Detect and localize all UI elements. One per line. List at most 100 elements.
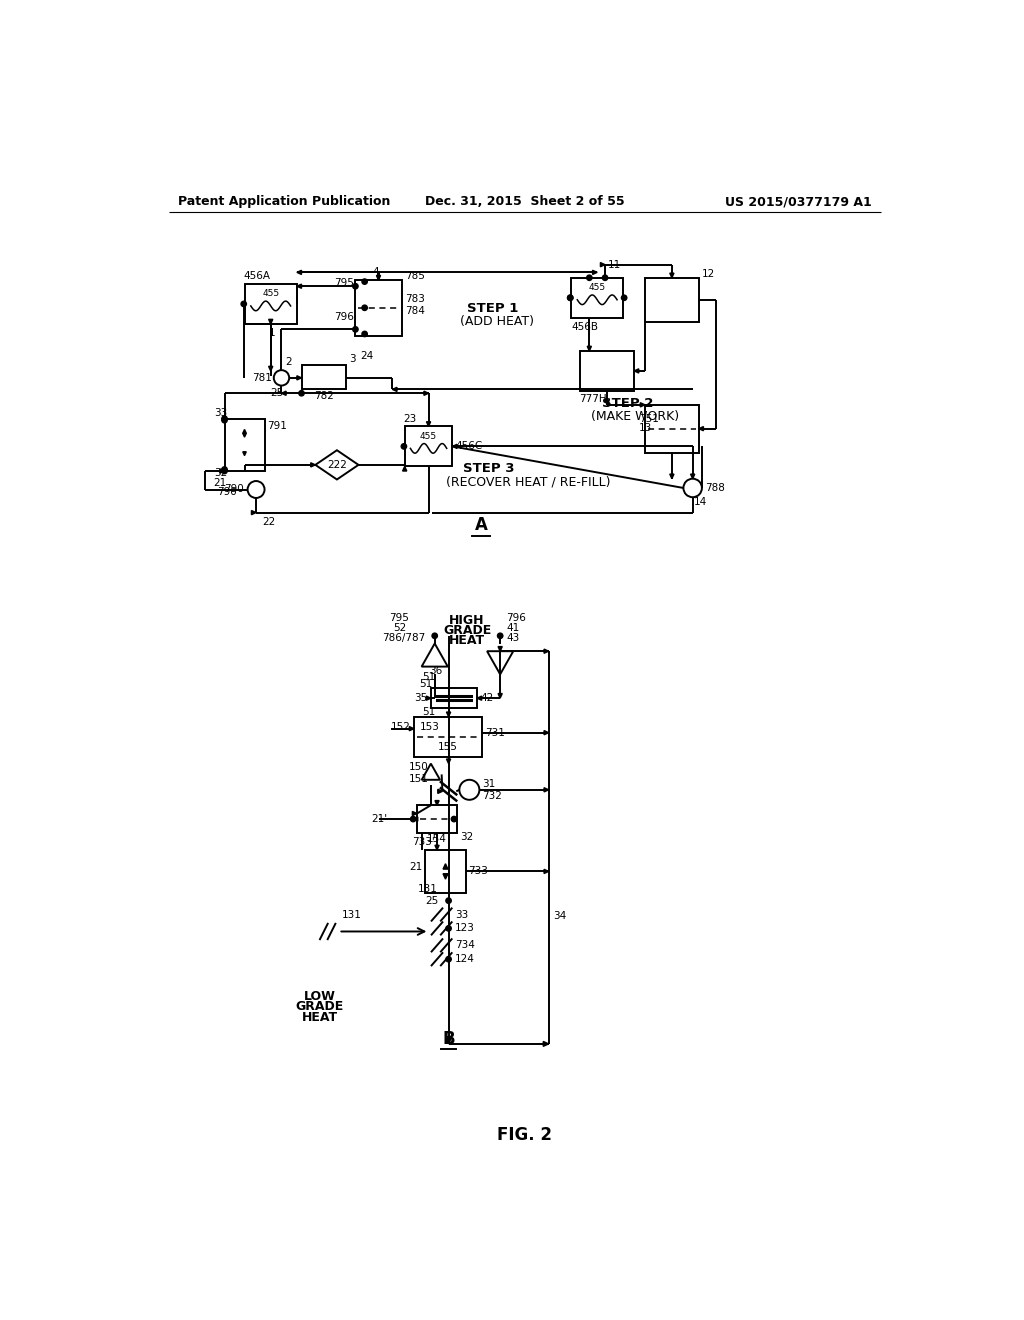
Polygon shape <box>544 649 549 653</box>
Bar <box>224 418 264 471</box>
Text: 33: 33 <box>455 909 468 920</box>
Circle shape <box>452 816 457 822</box>
Bar <box>431 688 477 708</box>
Text: 154: 154 <box>427 834 446 843</box>
Text: LOW: LOW <box>304 990 336 1003</box>
Text: HEAT: HEAT <box>449 634 485 647</box>
Circle shape <box>587 275 592 280</box>
Text: 782: 782 <box>314 391 334 400</box>
Polygon shape <box>544 1041 549 1047</box>
Text: 150: 150 <box>410 762 429 772</box>
Text: 123: 123 <box>455 924 474 933</box>
Text: GRADE: GRADE <box>443 624 492 638</box>
Polygon shape <box>377 276 381 280</box>
Text: HEAT: HEAT <box>302 1011 338 1024</box>
Text: 21': 21' <box>371 814 387 824</box>
Polygon shape <box>587 346 592 351</box>
Text: 155: 155 <box>438 742 458 752</box>
Text: 733': 733' <box>412 837 434 847</box>
Polygon shape <box>243 429 246 433</box>
Text: 456B: 456B <box>571 322 598 333</box>
Polygon shape <box>690 474 694 479</box>
Polygon shape <box>498 647 502 651</box>
Polygon shape <box>446 759 451 763</box>
Bar <box>355 280 401 335</box>
Circle shape <box>498 634 503 639</box>
Text: HIGH: HIGH <box>450 614 484 627</box>
Text: B: B <box>442 1030 455 1048</box>
Text: 3: 3 <box>349 354 356 363</box>
Polygon shape <box>297 376 301 380</box>
Polygon shape <box>544 788 549 792</box>
Text: 11: 11 <box>608 260 622 269</box>
Polygon shape <box>640 403 645 407</box>
Polygon shape <box>413 812 417 816</box>
Polygon shape <box>487 651 513 675</box>
Text: 781: 781 <box>252 372 272 383</box>
Text: 25: 25 <box>270 388 284 399</box>
Text: 21: 21 <box>410 862 422 871</box>
Bar <box>301 364 346 389</box>
Text: 35: 35 <box>415 693 428 704</box>
Polygon shape <box>438 789 442 793</box>
Text: 751: 751 <box>639 413 658 424</box>
Text: 795: 795 <box>334 279 353 288</box>
Polygon shape <box>634 368 639 374</box>
Text: 41: 41 <box>506 623 519 634</box>
Text: 777H: 777H <box>579 393 606 404</box>
Circle shape <box>222 416 227 421</box>
Text: 51: 51 <box>419 680 432 689</box>
Bar <box>645 405 698 453</box>
Circle shape <box>352 326 358 333</box>
Text: 786/787: 786/787 <box>382 634 426 643</box>
Polygon shape <box>243 451 246 455</box>
Polygon shape <box>426 696 431 701</box>
Text: 783: 783 <box>404 293 425 304</box>
Circle shape <box>445 898 452 903</box>
Text: 790: 790 <box>223 484 244 495</box>
Circle shape <box>567 296 572 301</box>
Text: 796: 796 <box>334 312 353 322</box>
Text: 43: 43 <box>506 634 519 643</box>
Polygon shape <box>453 445 457 449</box>
Text: 1: 1 <box>268 329 275 338</box>
Text: 4: 4 <box>372 268 379 277</box>
Text: 14: 14 <box>694 496 708 507</box>
Text: 31: 31 <box>481 779 495 788</box>
Text: 790: 790 <box>217 487 238 496</box>
Text: 2: 2 <box>286 358 292 367</box>
Text: 734: 734 <box>455 940 474 950</box>
Text: 13: 13 <box>639 422 652 433</box>
Circle shape <box>432 634 437 639</box>
Circle shape <box>222 469 227 474</box>
Circle shape <box>222 467 227 473</box>
Text: 455: 455 <box>589 284 606 292</box>
Circle shape <box>248 480 264 498</box>
Text: Dec. 31, 2015  Sheet 2 of 55: Dec. 31, 2015 Sheet 2 of 55 <box>425 195 625 209</box>
Polygon shape <box>498 693 502 698</box>
Text: 796: 796 <box>506 612 526 623</box>
Text: 33: 33 <box>214 408 227 417</box>
Circle shape <box>222 417 227 422</box>
Bar <box>404 426 453 466</box>
Text: 52: 52 <box>393 623 407 634</box>
Text: 34: 34 <box>553 911 566 921</box>
Text: 36: 36 <box>430 667 442 676</box>
Polygon shape <box>544 870 549 874</box>
Polygon shape <box>252 511 256 515</box>
Text: 124: 124 <box>455 954 474 964</box>
Polygon shape <box>670 273 674 277</box>
Text: 22: 22 <box>262 517 275 527</box>
Polygon shape <box>392 387 397 392</box>
Text: FIG. 2: FIG. 2 <box>498 1126 552 1143</box>
Circle shape <box>683 479 701 498</box>
Text: (ADD HEAT): (ADD HEAT) <box>460 315 535 329</box>
Text: 455: 455 <box>262 289 280 298</box>
Text: 131: 131 <box>342 909 362 920</box>
Polygon shape <box>605 400 609 405</box>
Text: 131: 131 <box>418 884 437 894</box>
Polygon shape <box>446 1039 451 1044</box>
Polygon shape <box>446 711 451 717</box>
Polygon shape <box>477 696 481 701</box>
Text: Patent Application Publication: Patent Application Publication <box>178 195 391 209</box>
